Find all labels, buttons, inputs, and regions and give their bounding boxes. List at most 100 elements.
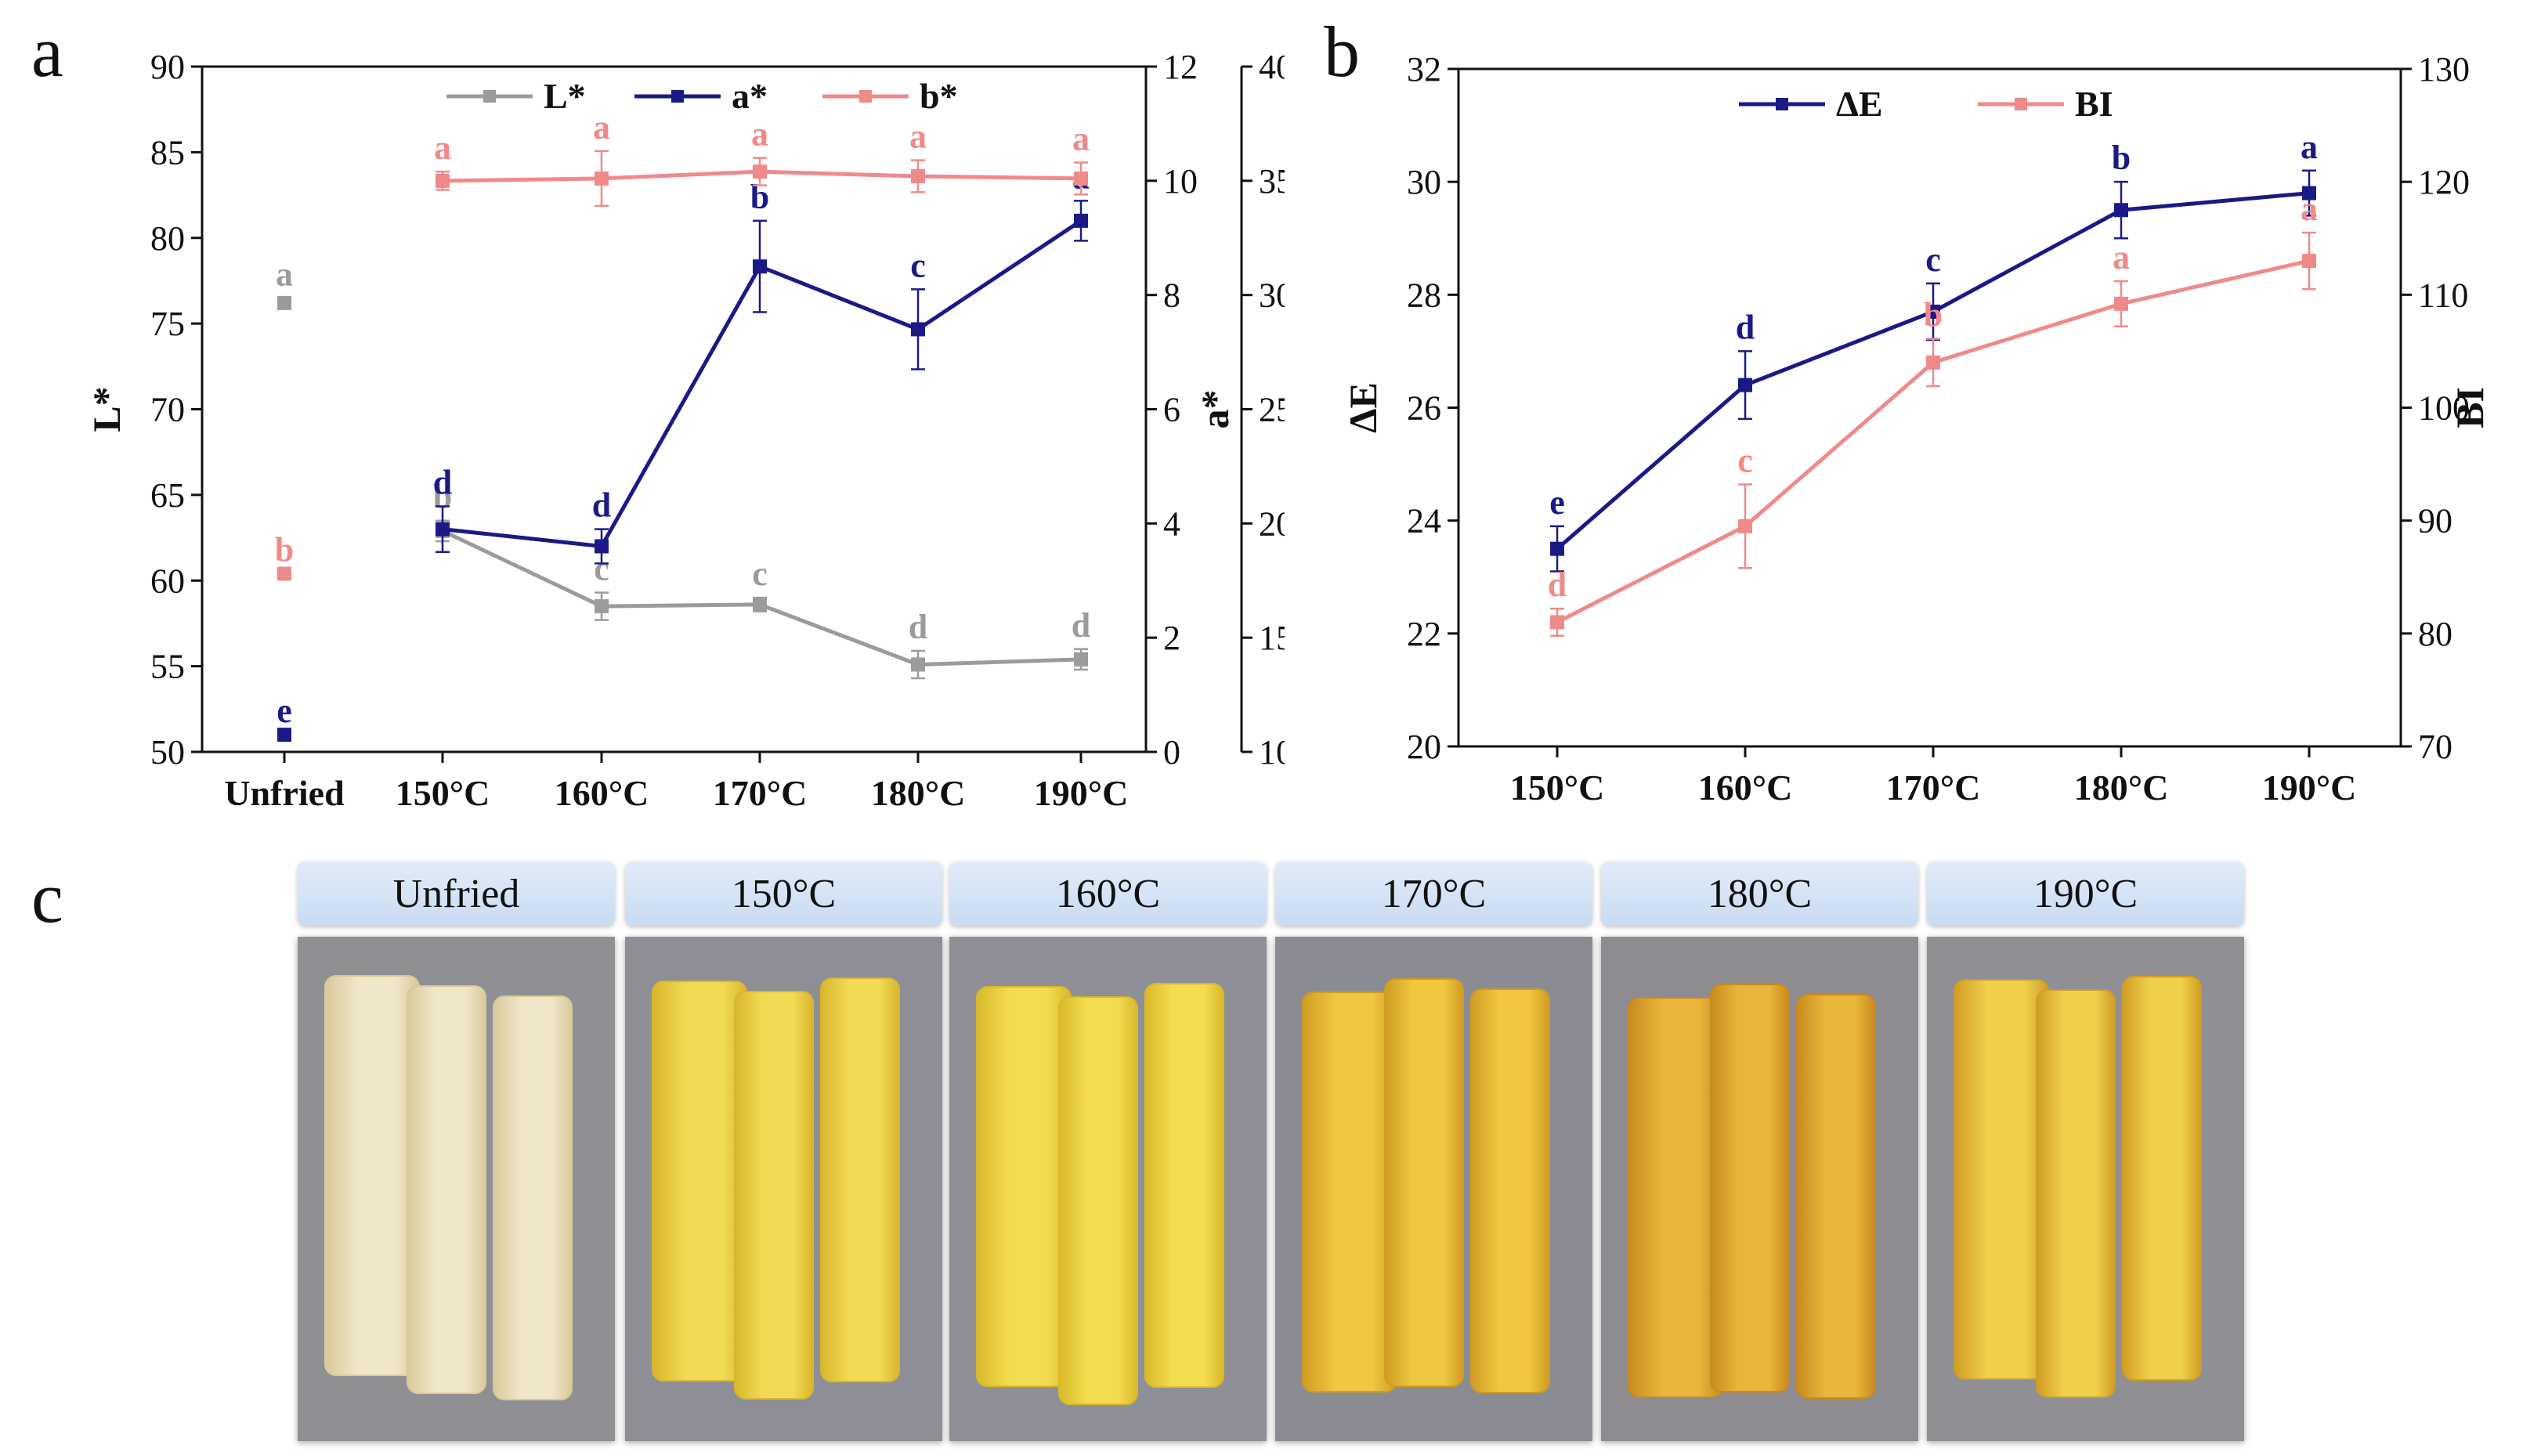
- photo-card: Unfried: [298, 862, 615, 1441]
- fries-photo: [949, 937, 1267, 1441]
- fry-strip: [1302, 992, 1397, 1393]
- legend-marker: [2015, 98, 2027, 110]
- y-tick-label: 90: [2418, 502, 2452, 540]
- significance-letter: c: [1925, 240, 1941, 279]
- significance-letter: c: [1737, 442, 1753, 480]
- photo-row: Unfried 150°C 160°C 170°C 180°C 190°C: [298, 862, 2248, 1441]
- significance-letter: d: [592, 486, 611, 525]
- y-tick-label: 70: [150, 391, 185, 429]
- y-tick-label: 30: [1259, 276, 1285, 315]
- y-tick-label: 70: [2418, 728, 2452, 766]
- data-point: [1550, 615, 1564, 630]
- significance-letter: a: [2301, 190, 2318, 228]
- y-tick-label: 6: [1163, 391, 1180, 429]
- y-tick-label: 15: [1259, 619, 1285, 657]
- photo-card: 190°C: [1927, 862, 2244, 1441]
- legend-label: ΔE: [1836, 84, 1883, 124]
- data-point: [1550, 541, 1564, 556]
- plot-frame: [201, 65, 1148, 753]
- y-tick-label: 25: [1259, 391, 1285, 429]
- fry-strip: [1710, 984, 1790, 1393]
- fry-strip: [407, 985, 486, 1394]
- data-point: [753, 164, 767, 179]
- data-point: [595, 171, 609, 186]
- photo-card: 180°C: [1601, 862, 1918, 1441]
- data-point: [595, 539, 609, 554]
- y-tick-label: 0: [1163, 733, 1180, 771]
- y-tick-label: 10: [1163, 162, 1198, 201]
- fry-strip: [652, 981, 747, 1382]
- fry-strip: [976, 986, 1072, 1387]
- y-tick-label: 55: [150, 648, 185, 686]
- y-tick-label: 30: [1407, 163, 1441, 201]
- photo-card: 160°C: [949, 862, 1267, 1441]
- y-tick-label: 28: [1407, 276, 1441, 314]
- y-tick-label: 80: [150, 219, 185, 258]
- data-point: [595, 599, 609, 614]
- significance-letter: a: [751, 115, 768, 154]
- data-point: [1926, 355, 1940, 370]
- fry-strip: [1470, 988, 1550, 1393]
- y-axis-label: L*: [85, 386, 128, 432]
- y-tick-label: 85: [150, 133, 185, 172]
- data-point: [1738, 378, 1752, 392]
- y-axis-label: ΔE: [1341, 382, 1385, 433]
- significance-letter: a: [593, 108, 610, 146]
- significance-letter: c: [910, 246, 926, 284]
- significance-letter: d: [1072, 606, 1090, 645]
- x-tick-label: Unfried: [224, 773, 345, 813]
- x-tick-label: 190°C: [2262, 768, 2357, 807]
- legend-marker: [1776, 98, 1788, 110]
- legend-marker: [483, 90, 496, 103]
- data-point: [911, 657, 925, 672]
- data-point: [2114, 296, 2128, 311]
- significance-letter: d: [433, 463, 452, 501]
- fries-photo: [298, 937, 615, 1441]
- y-tick-label: 120: [2418, 163, 2470, 201]
- x-tick-label: 170°C: [713, 773, 808, 813]
- significance-letter: c: [594, 550, 609, 588]
- y-tick-label: 60: [150, 562, 185, 600]
- data-point: [911, 169, 925, 183]
- data-point: [753, 259, 767, 274]
- y-tick-label: 10: [1259, 733, 1285, 771]
- significance-letter: a: [1072, 120, 1090, 158]
- x-tick-label: 180°C: [871, 773, 966, 813]
- data-point: [277, 295, 291, 310]
- fry-strip: [820, 977, 900, 1382]
- data-point: [1074, 213, 1088, 228]
- significance-letter: e: [1549, 483, 1565, 522]
- fry-strip: [1954, 979, 2049, 1380]
- legend-label: BI: [2075, 84, 2113, 124]
- fry-strip: [493, 995, 573, 1400]
- y-tick-label: 32: [1407, 50, 1441, 89]
- panel-c-letter: c: [31, 858, 63, 938]
- x-tick-label: 150°C: [396, 773, 490, 813]
- significance-letter: d: [1736, 308, 1755, 346]
- fry-strip: [1058, 996, 1138, 1405]
- fry-strip: [2122, 976, 2202, 1381]
- y-tick-label: 35: [1259, 162, 1285, 201]
- x-tick-label: 160°C: [1698, 768, 1793, 807]
- y-tick-label: 8: [1163, 276, 1180, 315]
- y-tick-label: 130: [2418, 50, 2470, 89]
- y-tick-label: 26: [1407, 389, 1441, 428]
- y-tick-label: 2: [1163, 619, 1180, 657]
- legend-marker: [859, 90, 872, 103]
- y-axis-label: a*: [1193, 390, 1237, 429]
- data-point: [436, 522, 450, 537]
- data-point: [1926, 304, 1940, 319]
- photo-label: Unfried: [298, 862, 615, 926]
- y-tick-label: 4: [1163, 504, 1180, 543]
- fries-photo: [1275, 937, 1592, 1441]
- panel-b-letter: b: [1324, 12, 1360, 92]
- fry-strip: [2036, 989, 2116, 1398]
- fries-photo: [1601, 937, 1918, 1441]
- data-point: [277, 566, 291, 581]
- photo-label: 190°C: [1927, 862, 2244, 926]
- data-point: [2302, 186, 2316, 201]
- x-tick-label: 160°C: [555, 773, 649, 813]
- y-tick-label: 22: [1407, 615, 1441, 653]
- significance-letter: b: [275, 531, 294, 569]
